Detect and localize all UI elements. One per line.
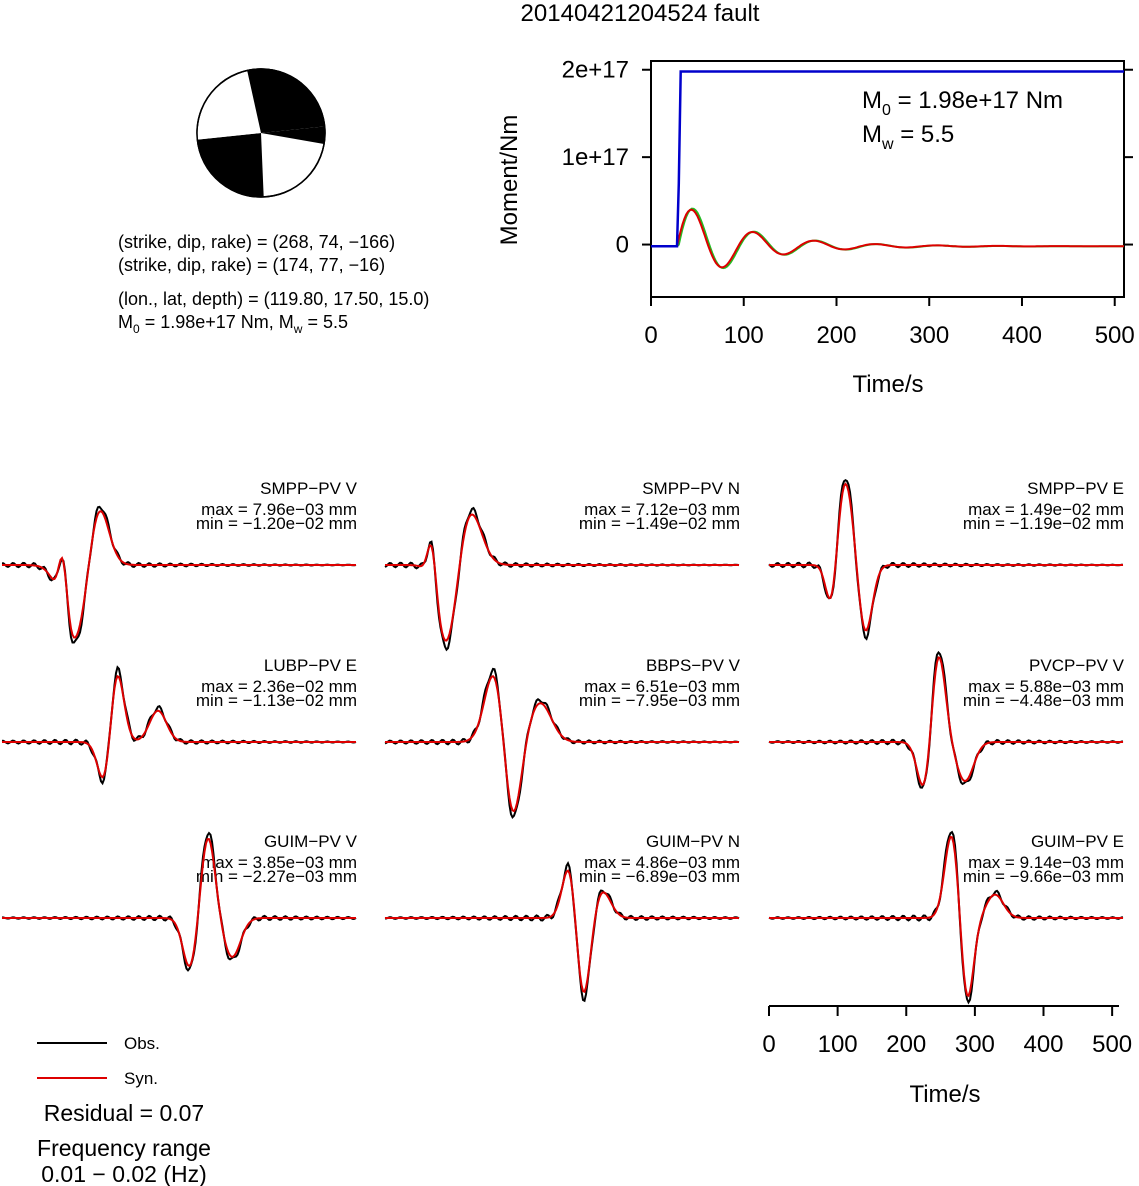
cumulative-moment-curve [651, 70, 1124, 248]
trace-max-label: max = 7.96e−03 mm [201, 500, 357, 519]
moment-chart-xlabel: Time/s [852, 371, 923, 398]
station-label: SMPP−PV N [642, 479, 740, 498]
synthetic-trace [2, 674, 356, 779]
trace-min-label: min = −6.89e−03 mm [579, 867, 740, 886]
synthetic-trace [769, 835, 1123, 998]
moment-x-tick-label-0: 0 [644, 322, 657, 349]
legend: Obs. Syn. Residual = 0.07 Frequency rang… [37, 1034, 211, 1186]
trace-max-label: max = 7.12e−03 mm [584, 500, 740, 519]
moment-x-tick-label-4: 400 [1002, 322, 1042, 349]
moment-chart-x-ticks: 0 100 200 300 400 500 [644, 297, 1135, 349]
moment-rate-curve-2 [651, 208, 1124, 269]
beachball-quadrant-sw2 [197, 126, 261, 140]
frequency-range-title: Frequency range [37, 1135, 211, 1161]
beachball-quadrant-ne2 [261, 126, 326, 144]
moment-chart-frame [650, 60, 1125, 298]
trace-max-label: max = 4.86e−03 mm [584, 853, 740, 872]
source-parameters: (strike, dip, rake) = (268, 74, −166) (s… [118, 232, 429, 336]
station-label: SMPP−PV E [1027, 479, 1124, 498]
trace-max-label: max = 5.88e−03 mm [968, 677, 1124, 696]
waveform-x-tick-label-5: 500 [1092, 1031, 1132, 1058]
station-label: GUIM−PV V [264, 832, 358, 851]
waveform-x-tick-label-1: 100 [818, 1031, 858, 1058]
trace-min-label: min = −9.66e−03 mm [963, 867, 1124, 886]
trace-min-label: min = −7.95e−03 mm [579, 691, 740, 710]
legend-obs-label: Obs. [124, 1034, 160, 1053]
trace-min-label: min = −1.49e−02 mm [579, 514, 740, 533]
synthetic-trace [769, 482, 1123, 632]
beachball [196, 68, 326, 198]
synthetic-trace [385, 513, 739, 642]
residual-label: Residual = 0.07 [44, 1100, 204, 1126]
trace-min-label: min = −1.13e−02 mm [196, 691, 357, 710]
moment-y-tick-label-2: 2e+17 [562, 57, 629, 84]
waveform-time-axis-label: Time/s [909, 1081, 980, 1108]
moment-chart-m0-annotation: M0 = 1.98e+17 Nm [862, 87, 1063, 119]
moment-chart: 0 1e+17 2e+17 0 100 200 300 400 500 M0 = 1.98e+… [496, 57, 1135, 398]
station-label: GUIM−PV N [646, 832, 740, 851]
trace-max-label: max = 3.85e−03 mm [201, 853, 357, 872]
trace-min-label: min = −2.27e−03 mm [196, 867, 357, 886]
station-label: PVCP−PV V [1029, 656, 1125, 675]
trace-max-label: max = 6.51e−03 mm [584, 677, 740, 696]
trace-max-label: max = 9.14e−03 mm [968, 853, 1124, 872]
param-nodal-plane-2: (strike, dip, rake) = (174, 77, −16) [118, 255, 385, 275]
synthetic-trace [385, 869, 739, 994]
station-label: LUBP−PV E [264, 656, 357, 675]
moment-x-tick-label-1: 100 [724, 322, 764, 349]
trace-max-label: max = 1.49e−02 mm [968, 500, 1124, 519]
waveform-time-axis: Time/s 0 100 200 300 400 500 [762, 1005, 1132, 1108]
param-moment: M0 = 1.98e+17 Nm, Mw = 5.5 [118, 312, 348, 336]
beachball-quadrant-sw [197, 133, 264, 198]
synthetic-trace [2, 510, 356, 639]
station-label: GUIM−PV E [1031, 832, 1124, 851]
trace-min-label: min = −1.19e−02 mm [963, 514, 1124, 533]
param-nodal-plane-1: (strike, dip, rake) = (268, 74, −166) [118, 232, 395, 252]
moment-y-tick-label-0: 0 [616, 232, 629, 259]
moment-x-tick-label-2: 200 [816, 322, 856, 349]
moment-chart-mw-annotation: Mw = 5.5 [862, 121, 954, 153]
synthetic-trace [769, 656, 1123, 787]
param-location: (lon., lat, depth) = (119.80, 17.50, 15.… [118, 289, 429, 309]
moment-y-tick-label-1: 1e+17 [562, 144, 629, 171]
moment-rate-curve-1 [651, 207, 1124, 270]
moment-x-tick-label-5: 500 [1095, 322, 1135, 349]
station-label: BBPS−PV V [646, 656, 741, 675]
frequency-range-value: 0.01 − 0.02 (Hz) [41, 1161, 207, 1186]
trace-max-label: max = 2.36e−02 mm [201, 677, 357, 696]
synthetic-trace [2, 838, 356, 968]
figure-title: 20140421204524 fault [521, 0, 760, 27]
trace-min-label: min = −1.20e−02 mm [196, 514, 357, 533]
waveform-x-tick-label-2: 200 [886, 1031, 926, 1058]
moment-chart-ylabel: Moment/Nm [496, 115, 523, 246]
synthetic-trace [385, 674, 739, 813]
moment-chart-y-ticks: 0 1e+17 2e+17 [562, 57, 1133, 259]
moment-x-tick-label-3: 300 [909, 322, 949, 349]
waveform-x-tick-label-4: 400 [1023, 1031, 1063, 1058]
legend-syn-label: Syn. [124, 1069, 158, 1088]
beachball-quadrant-ne [247, 68, 325, 133]
station-label: SMPP−PV V [260, 479, 358, 498]
trace-min-label: min = −4.48e−03 mm [963, 691, 1124, 710]
waveform-x-tick-label-3: 300 [955, 1031, 995, 1058]
waveform-x-tick-label-0: 0 [762, 1031, 775, 1058]
moment-chart-curves [651, 70, 1124, 270]
